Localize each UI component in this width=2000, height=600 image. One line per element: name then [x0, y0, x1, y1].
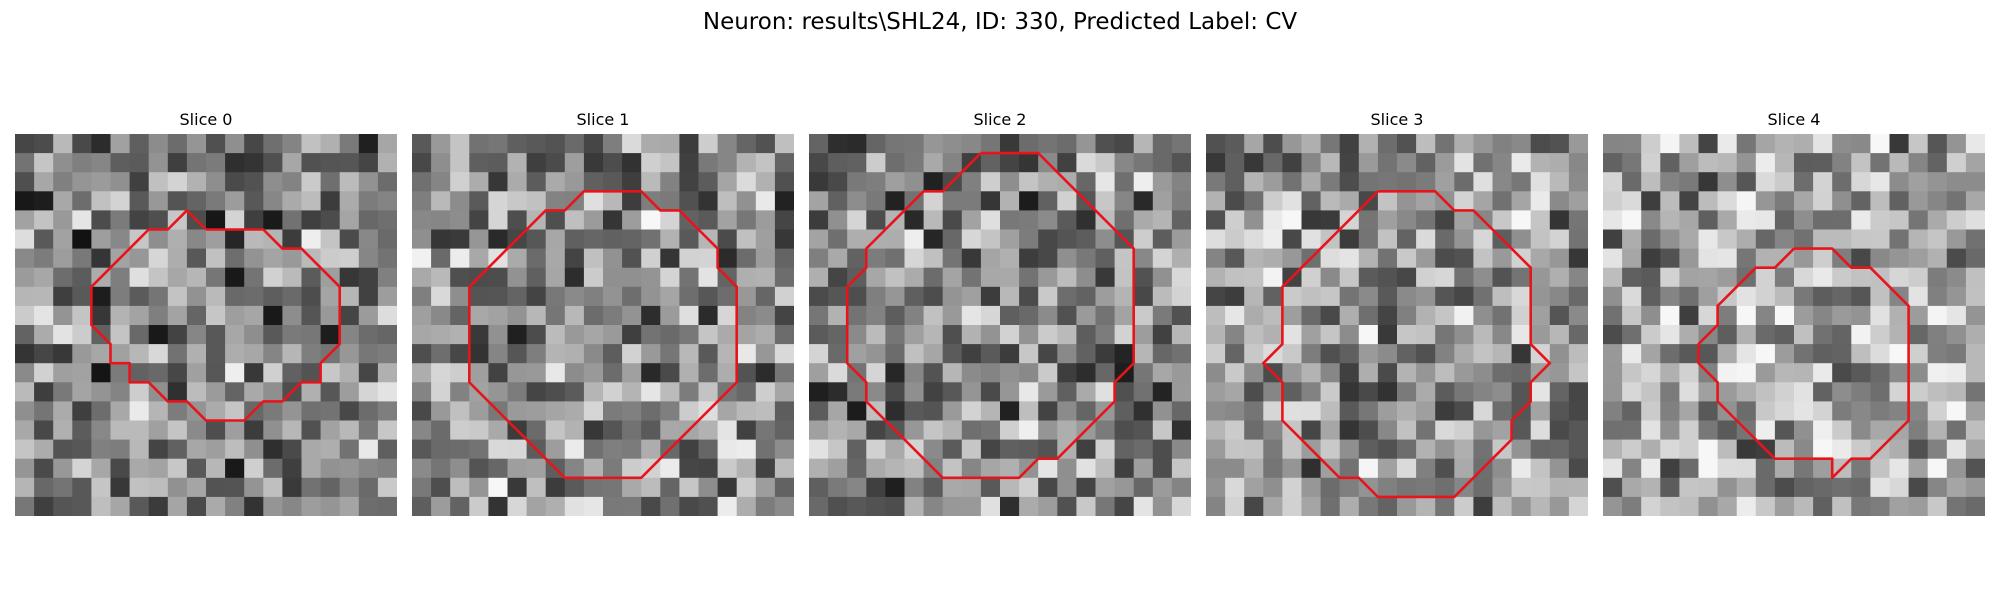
contour-outline-1 — [467, 189, 739, 480]
slice-title-1: Slice 1 — [576, 110, 630, 129]
slice-image-2 — [809, 134, 1191, 516]
figure-title: Neuron: results\SHL24, ID: 330, Predicte… — [702, 9, 1298, 35]
slice-title-3: Slice 3 — [1370, 110, 1424, 129]
slice-title-0: Slice 0 — [179, 110, 233, 129]
pixel-grid — [1206, 134, 1588, 516]
contour-outline-3 — [1261, 189, 1552, 499]
pixel-grid — [412, 134, 794, 516]
contour-outline-4 — [1697, 247, 1910, 480]
slice-image-0 — [15, 134, 397, 516]
slice-title-2: Slice 2 — [973, 110, 1027, 129]
contour-outline-2 — [845, 151, 1136, 480]
contour-outline-0 — [90, 209, 342, 422]
slice-title-4: Slice 4 — [1767, 110, 1821, 129]
pixel-grid — [1603, 134, 1985, 516]
slice-image-1 — [412, 134, 794, 516]
pixel-grid — [809, 134, 1191, 516]
slice-image-4 — [1603, 134, 1985, 516]
slice-image-3 — [1206, 134, 1588, 516]
